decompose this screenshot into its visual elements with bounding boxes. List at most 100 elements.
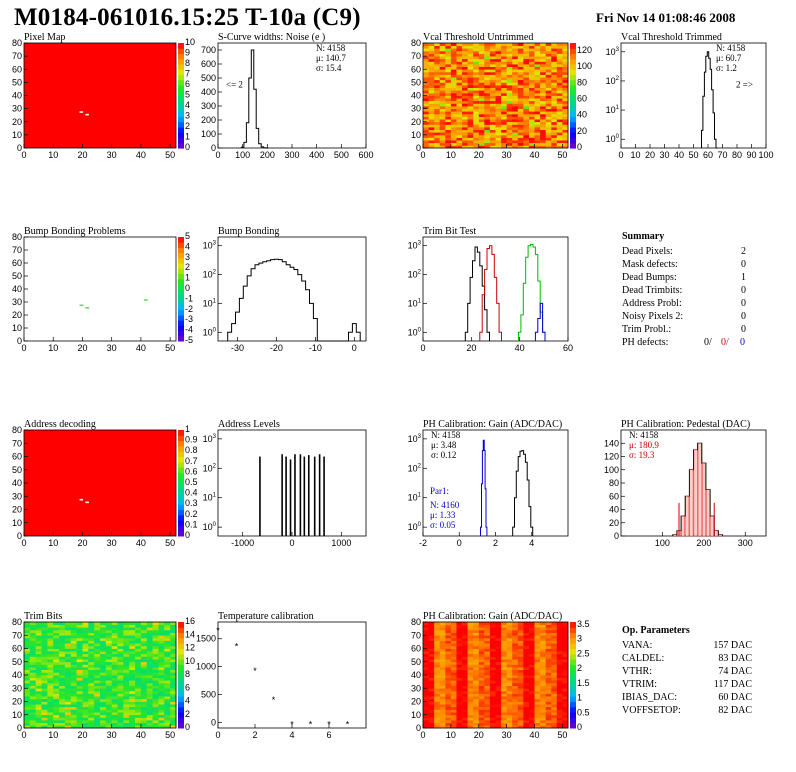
heatmap-cell [146,640,153,644]
color-scale-band [178,712,184,718]
heatmap-cell [562,48,569,52]
heatmap-cell [129,648,136,652]
heatmap-cell [529,722,535,726]
heatmap-cell [462,106,468,109]
heatmap-cell [495,124,502,128]
heatmap-cell [445,43,452,46]
heatmap-cell [456,637,463,641]
heatmap-cell [467,725,474,729]
color-scale-band [178,237,184,243]
heatmap-cell [100,643,107,647]
heatmap-cell [152,720,159,723]
heatmap-cell [140,651,148,655]
heatmap-cell [24,688,31,692]
heatmap-cell [501,87,508,91]
heatmap-cell [105,669,112,673]
heatmap-cell [506,50,513,54]
y-tick-label: 100 [408,522,422,532]
heatmap-cell [117,722,124,726]
color-scale-band [570,85,576,91]
heatmap-cell [540,134,547,138]
heatmap-cell [495,79,502,83]
color-scale-band [570,669,576,676]
heatmap-cell [158,698,165,702]
heatmap-cell [35,664,42,668]
heatmap-cell [478,667,485,670]
heatmap-cell [523,85,530,88]
heatmap-cell [445,116,452,120]
heatmap-cell [129,701,136,705]
heatmap-cell [439,653,446,657]
y-tick-label: 20 [411,117,421,127]
heatmap-cell [484,643,491,647]
heatmap-cell [105,688,112,692]
heatmap-cell [152,659,159,663]
heatmap-cell [88,696,95,700]
heatmap-cell [556,82,563,86]
heatmap-cell [501,693,508,697]
heatmap-cell [117,672,124,676]
heatmap-cell [59,672,66,676]
heatmap-cell [556,656,563,660]
heatmap-cell [140,680,148,684]
heatmap-cell [512,90,519,94]
heatmap-cell [540,69,547,73]
heatmap-cell [53,632,60,636]
heatmap-cell [111,720,118,723]
heatmap-cell [450,145,457,149]
heatmap-cell [450,696,457,700]
heatmap-cell [517,696,524,700]
heatmap-cell [88,637,95,641]
heatmap-cell [512,656,519,660]
heatmap-cell [445,683,452,686]
heatmap-cell [428,116,435,120]
heatmap-cell [105,677,112,681]
heatmap-cell [545,121,552,125]
histogram-fill [689,469,694,537]
y-tick-label: 40 [411,91,421,101]
histogram-series [479,245,502,341]
heatmap-cell [135,722,142,726]
heatmap-cell [473,680,480,684]
heatmap-cell [24,709,31,713]
heatmap-cell [100,725,107,729]
heatmap-cell [529,74,535,78]
heatmap-cell [534,53,541,57]
heatmap-cell [140,624,148,628]
heatmap-cell [70,659,77,663]
heatmap-cell [423,667,429,670]
heatmap-cell [423,64,429,67]
heatmap-cell [146,696,153,700]
heatmap-cell [94,659,101,663]
heatmap-cell [111,637,118,641]
color-scale-band [178,530,184,537]
heatmap-cell [140,667,148,670]
heatmap-cell [164,677,171,681]
heatmap-cell [434,127,441,130]
heatmap-cell [512,653,519,657]
heatmap-cell [456,627,463,631]
heatmap-cell [423,127,429,130]
heatmap-cell [29,637,36,641]
stats-text: σ: 0.12 [431,450,456,460]
heatmap-cell [100,688,107,692]
heatmap-cell [41,624,48,628]
heatmap-cell [41,635,48,639]
z-tick-label: 1.5 [577,678,590,688]
heatmap-cell [540,106,547,109]
heatmap-cell [117,704,124,708]
heatmap-cell [94,683,101,686]
heatmap-cell [562,85,569,88]
heatmap-cell [158,640,165,644]
heatmap-cell [506,680,513,684]
heatmap-cell [556,648,563,652]
summary-value: 0 [741,298,746,309]
heatmap-cell [523,698,530,702]
heatmap-cell [140,677,148,681]
heatmap-cell [484,714,491,718]
x-tick-label: 10 [48,343,58,353]
z-tick-label: 2.5 [577,648,590,658]
heatmap-cell [41,675,48,678]
heatmap-cell [158,667,165,670]
heatmap-cell [473,635,480,639]
